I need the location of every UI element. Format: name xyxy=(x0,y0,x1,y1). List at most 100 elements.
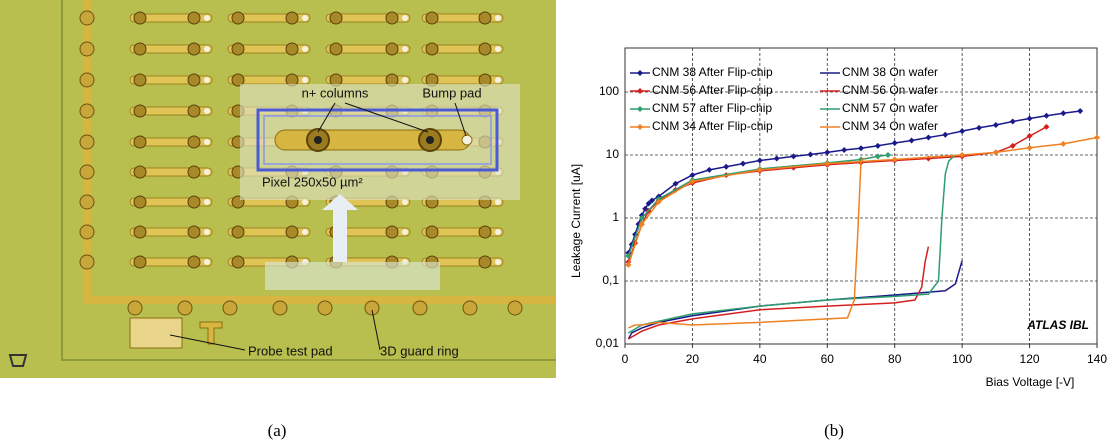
x-tick-label: 100 xyxy=(952,352,972,366)
caption: (b) xyxy=(824,421,844,440)
point xyxy=(756,166,763,173)
pixel-outline xyxy=(256,108,499,172)
point xyxy=(625,261,632,268)
bump xyxy=(495,199,501,205)
column xyxy=(133,42,147,56)
column xyxy=(187,104,201,118)
label: Pixel 250x50 µm² xyxy=(262,174,363,189)
caption: (a) xyxy=(268,421,287,440)
point xyxy=(908,137,915,144)
pad xyxy=(127,300,143,316)
point xyxy=(1077,107,1084,114)
bump xyxy=(204,108,210,114)
x-tick-label: 40 xyxy=(753,352,767,366)
point xyxy=(672,180,679,187)
column xyxy=(187,42,201,56)
column xyxy=(187,225,201,239)
bump xyxy=(204,46,210,52)
column xyxy=(285,225,299,239)
bump xyxy=(204,169,210,175)
point xyxy=(723,163,730,170)
bump xyxy=(402,77,408,83)
x-axis-title: Bias Voltage [-V] xyxy=(986,375,1075,389)
point xyxy=(756,157,763,164)
point xyxy=(884,152,891,159)
bump xyxy=(402,46,408,52)
x-tick-label: 120 xyxy=(1020,352,1040,366)
pad xyxy=(79,194,95,210)
pad xyxy=(79,103,95,119)
column xyxy=(478,42,492,56)
y-tick-label: 100 xyxy=(599,84,619,98)
label: Probe test pad xyxy=(248,343,333,358)
point xyxy=(638,221,645,228)
source-box xyxy=(265,262,440,290)
bump xyxy=(204,199,210,205)
x-tick-label: 20 xyxy=(686,352,700,366)
column xyxy=(133,255,147,269)
bump xyxy=(302,229,308,235)
pad xyxy=(507,300,523,316)
column xyxy=(187,73,201,87)
column xyxy=(425,225,439,239)
pad xyxy=(177,300,193,316)
point xyxy=(1094,134,1100,141)
bump xyxy=(302,15,308,21)
point xyxy=(992,149,999,156)
point xyxy=(790,153,797,160)
point xyxy=(841,147,848,154)
point xyxy=(645,200,652,207)
column xyxy=(478,255,492,269)
point xyxy=(1043,123,1050,130)
legend-label: CNM 34 After Flip-chip xyxy=(652,119,773,133)
point xyxy=(891,140,898,147)
point xyxy=(824,160,831,167)
point xyxy=(992,121,999,128)
column xyxy=(133,225,147,239)
column xyxy=(285,42,299,56)
point xyxy=(1026,133,1033,140)
pad xyxy=(222,300,238,316)
point xyxy=(1060,140,1067,147)
bump xyxy=(302,199,308,205)
pad xyxy=(79,10,95,26)
legend-label: CNM 56 On wafer xyxy=(842,83,938,97)
pixel-outline-inner xyxy=(263,115,492,165)
series-line xyxy=(627,110,1081,254)
zoom-bump xyxy=(461,134,473,146)
pad xyxy=(364,300,380,316)
bump xyxy=(204,15,210,21)
column xyxy=(187,135,201,149)
label: 3D guard ring xyxy=(380,343,459,358)
column xyxy=(187,195,201,209)
column xyxy=(478,11,492,25)
legend-label: CNM 57 On wafer xyxy=(842,101,938,115)
column xyxy=(285,11,299,25)
column xyxy=(478,225,492,239)
legend-marker xyxy=(637,70,643,76)
pointer xyxy=(371,309,381,351)
series-line xyxy=(628,157,865,329)
point xyxy=(1026,144,1033,151)
point xyxy=(925,134,932,141)
point xyxy=(1009,142,1016,149)
y-axis-title: Leakage Current [uA] xyxy=(569,164,583,278)
column xyxy=(133,73,147,87)
column xyxy=(329,11,343,25)
point xyxy=(638,215,645,222)
pad xyxy=(412,300,428,316)
bump xyxy=(204,77,210,83)
zoom-column-core xyxy=(314,136,322,144)
pointer xyxy=(454,102,467,137)
point xyxy=(959,128,966,135)
point xyxy=(773,155,780,162)
annotation: ATLAS IBL xyxy=(1026,318,1089,332)
point xyxy=(959,152,966,159)
point xyxy=(1009,118,1016,125)
y-tick-label: 0,1 xyxy=(602,273,619,287)
series-line xyxy=(628,154,956,334)
arrow-head xyxy=(322,194,358,210)
column xyxy=(385,42,399,56)
point xyxy=(824,149,831,156)
column xyxy=(425,11,439,25)
